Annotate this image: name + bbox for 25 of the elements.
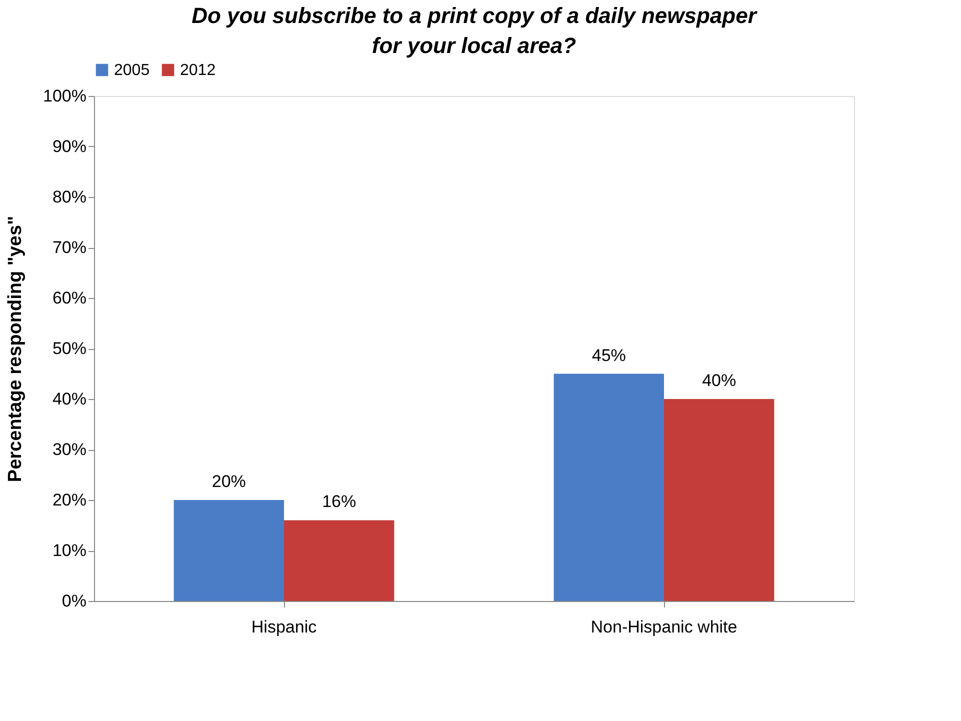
bar (554, 374, 664, 601)
bar (284, 520, 394, 601)
x-tick-label: Non-Hispanic white (590, 618, 738, 636)
y-tick-label: 60% (52, 288, 86, 308)
data-label: 20% (212, 472, 246, 491)
y-tick-label: 10% (52, 541, 86, 560)
y-tick-label: 100% (43, 86, 86, 106)
y-tick-label: 50% (52, 339, 86, 358)
legend-label: 2012 (180, 62, 216, 79)
y-tick-label: 40% (52, 390, 86, 408)
y-tick-label: 90% (52, 137, 86, 156)
legend-label: 2005 (114, 62, 150, 79)
x-tick-label: Hispanic (251, 618, 318, 636)
y-tick-label: 20% (52, 490, 86, 510)
y-tick-label: 30% (52, 440, 86, 459)
data-label: 16% (322, 492, 356, 512)
y-tick-label: 0% (62, 592, 86, 610)
data-label: 45% (592, 346, 626, 365)
data-label: 40% (702, 371, 736, 390)
y-tick-label: 70% (52, 238, 86, 257)
bar (174, 500, 284, 601)
y-tick-label: 80% (52, 188, 86, 206)
bar (664, 399, 774, 601)
chart-title: Do you subscribe to a print copy of a daily newspaper for your local area? (192, 3, 758, 58)
y-axis-title: Percentage responding "yes" (5, 216, 26, 482)
